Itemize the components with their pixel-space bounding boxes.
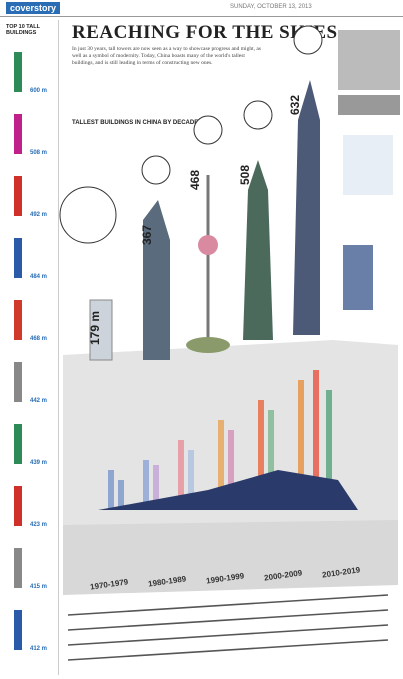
sidebar-height: 442 m xyxy=(30,398,47,404)
sidebar-building xyxy=(14,424,22,464)
sidebar-height: 439 m xyxy=(30,460,47,466)
sidebar-building xyxy=(14,238,22,278)
page: {"header":{"section":"coverstory","datel… xyxy=(0,0,403,679)
sidebar-building xyxy=(14,362,22,402)
building-photo xyxy=(343,245,373,310)
sidebar-height: 600 m xyxy=(30,88,47,94)
icon-circle xyxy=(194,116,222,144)
icon-circle xyxy=(60,187,116,243)
sidebar-building xyxy=(14,176,22,216)
sidebar-heading: TOP 10 TALL BUILDINGS xyxy=(6,24,56,36)
sidebar-height: 412 m xyxy=(30,646,47,652)
section-tag: coverstory xyxy=(6,2,60,14)
sidebar-height: 508 m xyxy=(30,150,47,156)
icon-circle xyxy=(244,101,272,129)
sidebar-building xyxy=(14,114,22,154)
timeline xyxy=(68,595,388,660)
tower-base xyxy=(186,337,230,353)
tower-height: 367 xyxy=(140,225,154,245)
info-box xyxy=(338,95,400,115)
tower xyxy=(243,160,273,340)
tower-height: 179 m xyxy=(88,311,102,345)
sidebar-building xyxy=(14,548,22,588)
tower-height: 632 xyxy=(288,95,302,115)
sidebar-height: 492 m xyxy=(30,212,47,218)
tower-height: 508 xyxy=(238,165,252,185)
map-box xyxy=(343,135,393,195)
icon-circle xyxy=(294,26,322,54)
sidebar-building xyxy=(14,300,22,340)
sidebar-height: 423 m xyxy=(30,522,47,528)
tower-height: 468 xyxy=(188,170,202,190)
tower xyxy=(293,80,320,335)
sidebar-building xyxy=(14,610,22,650)
info-box xyxy=(338,30,400,90)
sidebar-building xyxy=(14,52,22,92)
sidebar-building xyxy=(14,486,22,526)
sidebar xyxy=(0,20,59,675)
tower-sphere xyxy=(198,235,218,255)
icon-circle xyxy=(142,156,170,184)
sidebar-height: 484 m xyxy=(30,274,47,280)
sidebar-height: 468 m xyxy=(30,336,47,342)
sidebar-height: 415 m xyxy=(30,584,47,590)
